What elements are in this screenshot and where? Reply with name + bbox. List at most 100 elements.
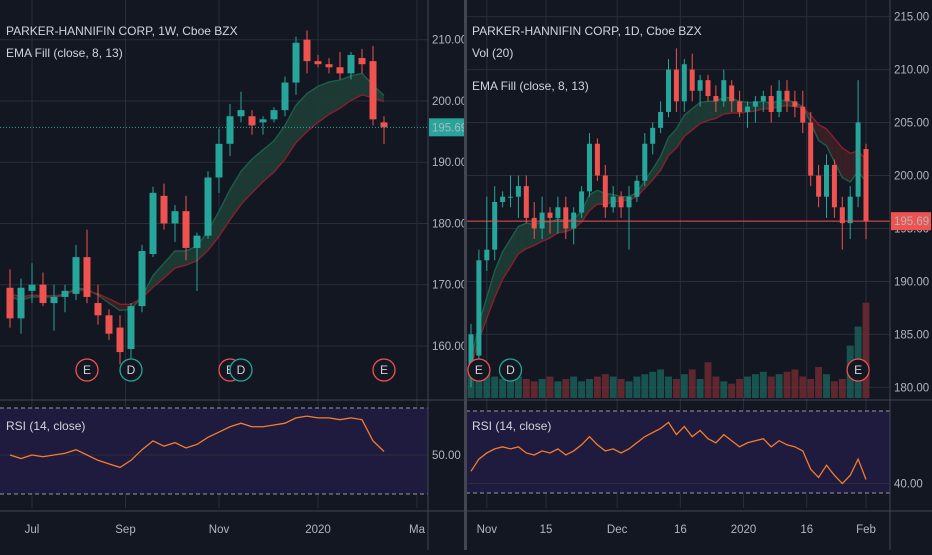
candle-body[interactable]: [666, 69, 671, 112]
ema-fill-segment: [340, 75, 351, 109]
candle-body[interactable]: [492, 202, 498, 250]
candle-body[interactable]: [642, 143, 648, 181]
candle-body[interactable]: [729, 85, 735, 102]
indicator-label: Vol (20): [472, 46, 513, 60]
candle-body[interactable]: [182, 211, 190, 248]
candle-body[interactable]: [824, 164, 829, 197]
candle-body[interactable]: [358, 58, 366, 65]
candle-body[interactable]: [116, 327, 124, 353]
candle-body[interactable]: [94, 303, 102, 316]
candle-body[interactable]: [193, 235, 201, 248]
candle-body[interactable]: [721, 80, 727, 102]
candle-body[interactable]: [50, 296, 58, 304]
candle-body[interactable]: [6, 287, 14, 319]
candle-body[interactable]: [539, 212, 545, 229]
candle-body[interactable]: [259, 119, 267, 123]
candle-body[interactable]: [515, 186, 521, 197]
volume-bar: [838, 378, 846, 398]
dividend-event-marker[interactable]: [498, 358, 523, 382]
candle-body[interactable]: [808, 122, 814, 176]
candle-body[interactable]: [508, 196, 513, 198]
candle-body[interactable]: [737, 101, 743, 112]
candle-body[interactable]: [523, 186, 529, 218]
candle-body[interactable]: [705, 80, 711, 97]
candle-body[interactable]: [226, 116, 234, 144]
candle-body[interactable]: [745, 106, 750, 112]
candle-body[interactable]: [863, 149, 869, 222]
candle-body[interactable]: [784, 90, 790, 102]
earnings-event-marker[interactable]: [846, 358, 870, 382]
candle-body[interactable]: [83, 257, 91, 297]
candle-body[interactable]: [847, 196, 853, 224]
volume-bar: [633, 376, 641, 398]
candle-body[interactable]: [776, 90, 782, 112]
earnings-event-marker[interactable]: [467, 358, 491, 382]
candle-body[interactable]: [204, 177, 212, 236]
candle-body[interactable]: [380, 122, 388, 128]
candle-body[interactable]: [768, 96, 774, 112]
candle-body[interactable]: [138, 251, 146, 307]
candle-body[interactable]: [792, 101, 798, 107]
candle-body[interactable]: [831, 164, 837, 208]
candle-body[interactable]: [39, 284, 47, 304]
candle-body[interactable]: [855, 122, 861, 197]
candle-body[interactable]: [579, 191, 585, 213]
candle-body[interactable]: [650, 127, 656, 144]
panel-weekly[interactable]: EDEDEPARKER-HANNIFIN CORP, 1W, Cboe BZXE…: [0, 0, 468, 550]
candle-body[interactable]: [816, 175, 822, 197]
candle-body[interactable]: [281, 82, 289, 111]
candle-body[interactable]: [28, 284, 36, 291]
candle-body[interactable]: [689, 69, 695, 91]
candle-body[interactable]: [303, 39, 311, 62]
candle-body[interactable]: [658, 111, 664, 128]
candle-body[interactable]: [594, 143, 600, 176]
candle-body[interactable]: [602, 175, 608, 208]
candle-body[interactable]: [547, 212, 553, 218]
candle-body[interactable]: [237, 110, 245, 117]
candle-body[interactable]: [369, 61, 377, 120]
candle-body[interactable]: [673, 69, 679, 102]
candle-body[interactable]: [484, 249, 490, 261]
candle-body[interactable]: [476, 260, 482, 356]
candle-body[interactable]: [713, 96, 719, 102]
candle-body[interactable]: [752, 101, 758, 107]
dividend-event-marker[interactable]: [119, 358, 143, 382]
candle-body[interactable]: [587, 143, 592, 192]
candle-body[interactable]: [555, 207, 561, 218]
candle-body[interactable]: [681, 64, 687, 102]
candle-body[interactable]: [127, 306, 135, 349]
candle-body[interactable]: [571, 212, 577, 229]
candle-body[interactable]: [760, 96, 766, 102]
candle-body[interactable]: [314, 61, 322, 65]
candle-body[interactable]: [336, 67, 344, 74]
earnings-event-marker[interactable]: [75, 358, 99, 382]
panel-daily[interactable]: E D E PARKER-HANNIFIN CORP, 1D, Cboe BZX Vol…: [466, 0, 932, 550]
candle-body[interactable]: [697, 80, 703, 91]
earnings-event-marker[interactable]: [372, 358, 396, 382]
candle-body[interactable]: [61, 290, 69, 297]
candle-body[interactable]: [626, 196, 632, 208]
candle-body[interactable]: [270, 110, 278, 120]
candle-body[interactable]: [215, 143, 223, 178]
candle-body[interactable]: [500, 196, 506, 202]
dividend-event-marker[interactable]: [229, 358, 253, 382]
candle-body[interactable]: [563, 207, 569, 229]
candle-body[interactable]: [347, 55, 355, 74]
candle-body[interactable]: [610, 196, 616, 208]
candle-body[interactable]: [634, 180, 640, 197]
candle-body[interactable]: [105, 315, 113, 334]
candle-body[interactable]: [839, 207, 845, 224]
candle-body[interactable]: [468, 334, 474, 367]
candle-body[interactable]: [248, 116, 256, 126]
candle-body[interactable]: [72, 257, 80, 294]
candle-body[interactable]: [325, 64, 333, 68]
candle-body[interactable]: [17, 287, 25, 319]
candle-body[interactable]: [618, 196, 624, 208]
candle-body[interactable]: [800, 106, 806, 123]
candle-body[interactable]: [531, 217, 537, 229]
candle-body[interactable]: [292, 42, 300, 83]
candle-body[interactable]: [149, 192, 157, 255]
candle-body[interactable]: [160, 195, 168, 224]
candle-body[interactable]: [171, 211, 179, 224]
